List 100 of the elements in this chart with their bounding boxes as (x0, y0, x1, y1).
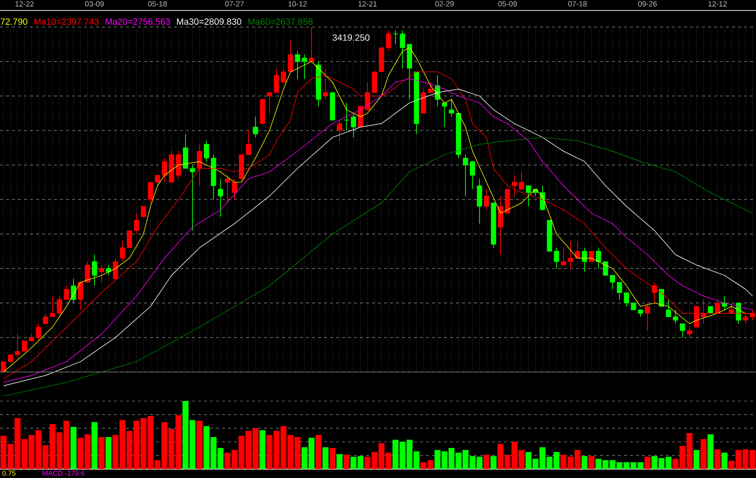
candlestick (190, 164, 196, 231)
text: 72.790 (0, 18, 28, 25)
candlestick (246, 130, 252, 156)
candlestick (224, 174, 230, 204)
candlestick (56, 296, 62, 318)
candlestick (588, 250, 594, 262)
candlestick (400, 30, 406, 69)
candlestick (266, 92, 272, 114)
candlestick (92, 254, 98, 286)
candlestick (302, 54, 308, 80)
candlestick (560, 247, 566, 266)
candlestick (162, 158, 168, 183)
candlestick (288, 40, 294, 72)
candlestick (694, 306, 700, 328)
bar (329, 448, 336, 469)
candlestick (126, 230, 132, 248)
candlestick (386, 30, 392, 52)
candlestick (308, 26, 314, 62)
bar (98, 437, 105, 469)
candlestick (50, 296, 56, 318)
bar (483, 454, 490, 469)
candlestick (336, 120, 342, 142)
candlestick (518, 171, 524, 190)
candlestick (196, 144, 202, 186)
candlestick (742, 312, 748, 324)
candlestick (134, 212, 140, 234)
candlestick (686, 326, 692, 338)
candlestick (294, 50, 300, 80)
candlestick (204, 140, 210, 162)
candlestick (624, 292, 630, 307)
text: Ma20=2756.563 (106, 18, 170, 25)
candlestick (148, 182, 154, 204)
candlestick (106, 264, 112, 276)
candlestick (616, 282, 622, 300)
bar (70, 426, 77, 469)
candlestick (372, 72, 378, 93)
candlestick (154, 174, 160, 186)
bar (336, 454, 343, 469)
bar (259, 430, 266, 469)
candlestick (722, 296, 728, 310)
candlestick (428, 82, 434, 93)
text: Ma10=2397.743 (34, 18, 99, 25)
bar (700, 439, 707, 469)
bar (315, 435, 322, 469)
bar (91, 422, 98, 469)
candlestick (182, 134, 188, 169)
bar (322, 447, 329, 469)
bar (714, 449, 721, 469)
candlestick (350, 112, 356, 138)
candlestick (596, 247, 602, 269)
candlestick (98, 264, 104, 283)
bar (343, 454, 350, 469)
candlestick (448, 99, 454, 118)
candlestick (658, 288, 664, 307)
bar (644, 456, 651, 469)
bar (196, 420, 203, 469)
bar (721, 452, 728, 469)
candlestick (442, 102, 448, 128)
candlestick (714, 299, 720, 314)
candlestick (568, 240, 574, 269)
candlestick (644, 302, 650, 331)
text: Ma60=2637.858 (248, 18, 313, 25)
bar (707, 434, 714, 469)
candlestick (680, 323, 686, 338)
bar (105, 437, 112, 469)
bar (490, 456, 497, 469)
candlestick (554, 247, 560, 269)
candlestick (36, 323, 42, 342)
candlestick (140, 206, 146, 218)
candlestick (392, 30, 398, 45)
text: Ma30=2809.830 (177, 18, 242, 25)
candlestick (120, 240, 126, 262)
candlestick (218, 178, 224, 218)
candlestick (602, 261, 608, 276)
annotation: 3419.250 (332, 34, 370, 41)
candlestick (42, 312, 48, 324)
candlestick (14, 334, 20, 359)
bar (588, 456, 595, 469)
candlestick (252, 116, 258, 138)
candlestick (280, 68, 286, 83)
candlestick (420, 88, 426, 114)
candlestick (498, 196, 504, 256)
candlestick (78, 282, 84, 310)
candlestick (22, 340, 28, 352)
candlestick (84, 261, 90, 283)
candlestick (64, 285, 70, 300)
candlestick (344, 102, 350, 131)
candlestick (176, 150, 182, 180)
bar (693, 450, 700, 469)
candlestick (462, 154, 468, 196)
candlestick (672, 309, 678, 324)
candlestick (582, 247, 588, 272)
candlestick (232, 178, 238, 200)
candlestick (512, 174, 518, 196)
candlestick (610, 274, 616, 290)
candlestick (274, 68, 280, 93)
candlestick (526, 185, 532, 207)
candlestick (484, 188, 490, 210)
candlestick (476, 178, 482, 224)
candlestick (470, 161, 476, 190)
